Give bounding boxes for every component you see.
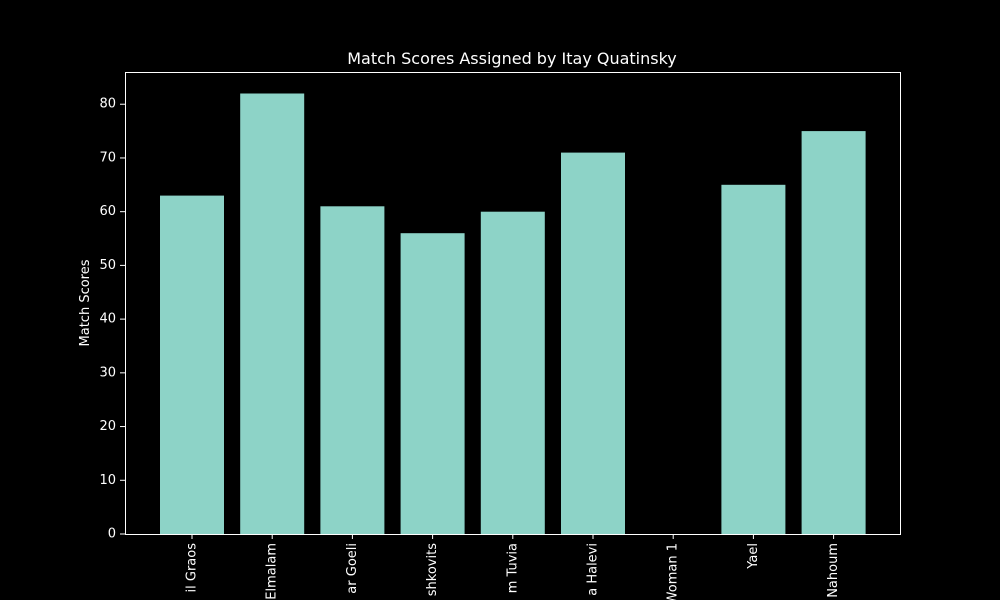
plot-frame — [125, 72, 901, 535]
y-tick-label-8: 80 — [99, 97, 116, 112]
bar-2 — [320, 206, 385, 535]
bar-5 — [561, 152, 625, 534]
y-tick-label-4: 40 — [99, 312, 116, 327]
x-ticks-group: il Graos Elmalam ar Goeli shkovits m Tuvia a … — [185, 534, 841, 600]
x-tick-label-2: ar Goeli — [345, 543, 360, 594]
x-tick-label-8: Nahoum — [826, 543, 841, 598]
y-tick-label-2: 20 — [99, 419, 116, 434]
y-tick-label-5: 50 — [99, 258, 116, 273]
y-tick-label-6: 60 — [99, 204, 116, 219]
bars-group — [160, 93, 866, 535]
y-tick-label-0: 0 — [108, 527, 116, 542]
x-tick-label-1: Elmalam — [265, 543, 280, 600]
bar-4 — [480, 211, 545, 534]
y-axis-label: Match Scores — [78, 259, 93, 346]
chart-title: Match Scores Assigned by Itay Quatinsky — [347, 49, 677, 68]
y-tick-label-3: 30 — [99, 365, 116, 380]
x-tick-label-6: Woman 1 — [666, 543, 681, 600]
bar-8 — [801, 131, 866, 534]
x-tick-label-0: il Graos — [185, 543, 200, 593]
bar-3 — [400, 233, 465, 534]
x-tick-label-3: shkovits — [425, 543, 440, 596]
bar-1 — [240, 93, 305, 534]
bar-0 — [160, 195, 224, 534]
y-ticks-group: 0 10 20 30 40 50 60 70 80 — [99, 97, 125, 542]
y-tick-label-7: 70 — [99, 150, 116, 165]
bar-7 — [721, 184, 786, 535]
x-tick-label-7: Yael — [746, 543, 761, 570]
x-tick-label-5: a Halevi — [586, 543, 601, 596]
x-tick-label-4: m Tuvia — [505, 543, 520, 593]
y-tick-label-1: 10 — [99, 473, 116, 488]
